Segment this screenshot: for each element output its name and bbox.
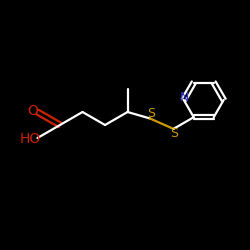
Text: N: N [180, 92, 190, 104]
Text: O: O [27, 104, 38, 118]
Text: S: S [170, 128, 178, 140]
Text: HO: HO [20, 132, 41, 146]
Text: S: S [147, 107, 155, 120]
